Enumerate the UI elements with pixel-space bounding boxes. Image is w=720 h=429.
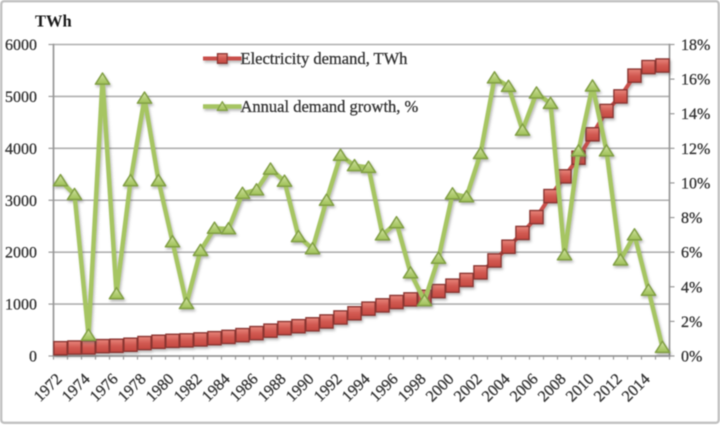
svg-text:0%: 0% xyxy=(681,349,702,366)
svg-text:12%: 12% xyxy=(681,141,710,158)
svg-text:1000: 1000 xyxy=(5,297,37,314)
svg-text:6%: 6% xyxy=(681,245,702,262)
svg-text:16%: 16% xyxy=(681,72,710,89)
svg-text:5000: 5000 xyxy=(5,89,37,106)
svg-text:4000: 4000 xyxy=(5,141,37,158)
svg-text:2%: 2% xyxy=(681,314,702,331)
svg-text:8%: 8% xyxy=(681,210,702,227)
svg-text:14%: 14% xyxy=(681,106,710,123)
svg-text:Electricity demand, TWh: Electricity demand, TWh xyxy=(241,49,409,68)
svg-text:18%: 18% xyxy=(681,37,710,54)
svg-text:10%: 10% xyxy=(681,175,710,192)
svg-text:Annual demand growth, %: Annual demand growth, % xyxy=(241,97,419,116)
svg-text:6000: 6000 xyxy=(5,37,37,54)
svg-text:3000: 3000 xyxy=(5,193,37,210)
svg-text:0: 0 xyxy=(29,349,37,366)
svg-text:4%: 4% xyxy=(681,279,702,296)
svg-text:2000: 2000 xyxy=(5,245,37,262)
svg-text:TWh: TWh xyxy=(35,11,72,30)
